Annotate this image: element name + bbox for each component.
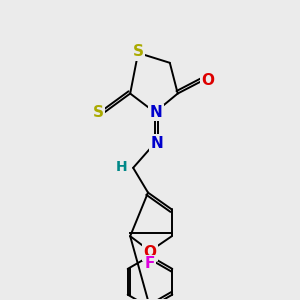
Text: S: S [93, 105, 104, 120]
Text: H: H [116, 160, 127, 174]
Text: S: S [133, 44, 144, 59]
Text: O: O [143, 244, 157, 260]
Text: N: N [150, 105, 162, 120]
Text: N: N [151, 136, 163, 151]
Text: O: O [201, 73, 214, 88]
Text: F: F [145, 256, 155, 272]
